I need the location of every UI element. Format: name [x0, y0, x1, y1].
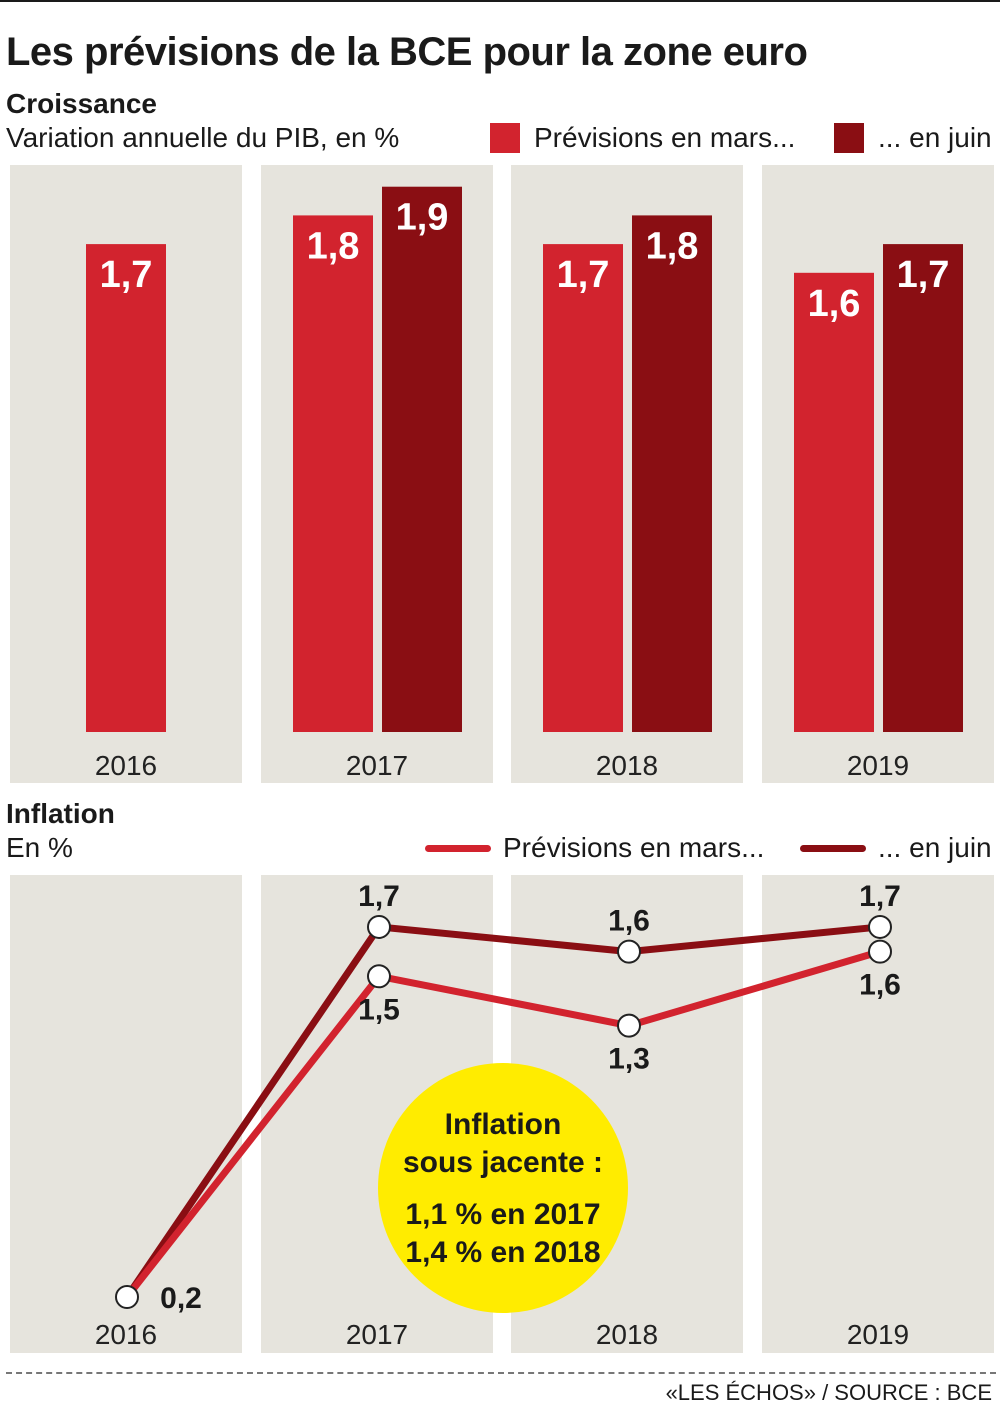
inflation-callout-text: 1,4 % en 2018 — [405, 1236, 600, 1269]
inflation-subtitle: En % — [6, 832, 73, 863]
legend-label-mars-line: Prévisions en mars... — [503, 832, 765, 863]
inflation-value-label-mars: 1,6 — [859, 969, 901, 1002]
inflation-value-label-mars: 0,2 — [160, 1282, 202, 1315]
growth-bar-chart: 2016 2017 2018 2019 1,7 1,8 1,9 1,7 1,8 1,6 1,7 — [10, 165, 994, 783]
inflation-point-mars-2018 — [617, 1013, 641, 1038]
growth-value-label: 1,7 — [100, 254, 153, 296]
growth-value-label: 1,8 — [646, 225, 699, 267]
inflation-value-label-juin: 1,7 — [859, 880, 901, 913]
inflation-x-tick-label: 2017 — [346, 1319, 408, 1350]
inflation-x-tick-label: 2018 — [596, 1319, 658, 1350]
top-rule — [0, 0, 1000, 2]
inflation-point-mars-2019 — [868, 939, 892, 964]
inflation-value-label-juin: 1,6 — [608, 905, 650, 938]
legend-line-juin — [800, 844, 866, 852]
growth-value-label: 1,9 — [396, 197, 449, 239]
inflation-panel-2016 — [10, 875, 242, 1353]
growth-bar-juin-2018 — [632, 215, 712, 732]
inflation-line-chart: 2016 2017 2018 2019 Inflation sous jacente : 1… — [10, 875, 994, 1353]
growth-x-tick-label: 2016 — [95, 750, 157, 781]
growth-bar-mars-2016 — [86, 244, 166, 732]
growth-x-tick-label: 2017 — [346, 750, 408, 781]
inflation-callout-bubble — [378, 1063, 628, 1313]
inflation-point-juin-2018 — [617, 939, 641, 964]
growth-legend-mars: Prévisions en mars... — [490, 122, 795, 154]
growth-bar-mars-2017 — [293, 215, 373, 732]
growth-bar-mars-2018 — [543, 244, 623, 732]
growth-x-tick-label: 2019 — [847, 750, 909, 781]
growth-value-label: 1,7 — [557, 254, 610, 296]
legend-swatch-juin — [834, 123, 864, 153]
legend-label-juin-line: ... en juin — [878, 832, 992, 863]
inflation-callout-text: Inflation — [445, 1108, 562, 1141]
growth-x-tick-label: 2018 — [596, 750, 658, 781]
growth-value-label: 1,7 — [897, 254, 950, 296]
inflation-point-mars-2017 — [367, 964, 391, 989]
inflation-value-label-mars: 1,5 — [358, 993, 400, 1026]
growth-value-label: 1,6 — [808, 283, 861, 325]
source-credit: «LES ÉCHOS» / SOURCE : BCE — [665, 1380, 992, 1405]
inflation-line-juin — [123, 923, 884, 1301]
growth-bar-juin-2019 — [883, 244, 963, 732]
inflation-point-mars-2016 — [115, 1285, 139, 1309]
legend-label-juin: ... en juin — [878, 122, 992, 153]
legend-line-mars — [425, 844, 491, 852]
inflation-point-juin-2019 — [868, 914, 892, 939]
inflation-value-label-mars: 1,3 — [608, 1043, 650, 1076]
inflation-x-tick-label: 2019 — [847, 1319, 909, 1350]
legend-label-mars: Prévisions en mars... — [534, 122, 796, 153]
bottom-rule — [6, 1372, 996, 1374]
inflation-value-label-juin: 1,7 — [358, 880, 400, 913]
inflation-callout-text: 1,1 % en 2017 — [405, 1198, 600, 1231]
inflation-line-mars — [123, 948, 884, 1301]
legend-swatch-mars — [490, 123, 520, 153]
inflation-legend-juin: ... en juin — [800, 832, 992, 864]
inflation-title: Inflation — [6, 798, 115, 829]
growth-title: Croissance — [6, 88, 157, 119]
growth-legend-juin: ... en juin — [834, 122, 992, 154]
growth-subtitle: Variation annuelle du PIB, en % — [6, 122, 400, 153]
growth-bar-mars-2019 — [794, 272, 874, 732]
inflation-callout-text: sous jacente : — [403, 1146, 603, 1179]
inflation-legend-mars: Prévisions en mars... — [425, 832, 764, 864]
growth-value-label: 1,8 — [307, 225, 360, 267]
inflation-x-tick-label: 2016 — [95, 1319, 157, 1350]
inflation-point-juin-2017 — [367, 914, 391, 939]
page-title: Les prévisions de la BCE pour la zone eu… — [6, 30, 808, 74]
growth-bar-juin-2017 — [382, 186, 462, 732]
